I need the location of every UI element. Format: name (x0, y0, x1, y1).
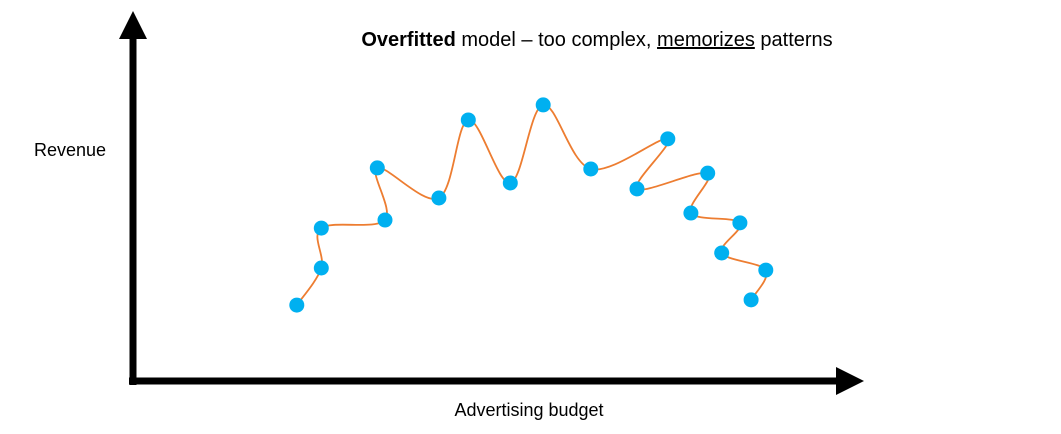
data-point (683, 205, 699, 221)
data-point (313, 260, 329, 276)
data-point (502, 175, 518, 191)
data-point (313, 220, 329, 236)
data-point (369, 160, 385, 176)
data-point (377, 212, 393, 228)
title-text: model – too complex, (456, 29, 657, 51)
data-point (732, 215, 748, 231)
y-axis-label: Revenue (34, 140, 106, 160)
title-text: patterns (755, 29, 833, 51)
data-point (714, 245, 730, 261)
data-point (700, 165, 716, 181)
data-point (431, 190, 447, 206)
data-point (289, 297, 305, 313)
x-axis-label: Advertising budget (454, 400, 603, 420)
fit-curve (296, 104, 768, 306)
chart-title: Overfitted model – too complex, memorize… (361, 29, 832, 51)
title-bold: Overfitted (361, 29, 455, 51)
data-point (535, 97, 551, 113)
data-point (583, 161, 599, 177)
data-point (743, 292, 759, 308)
title-underline: memorizes (657, 29, 755, 51)
data-point (660, 131, 676, 147)
data-point (758, 262, 774, 278)
data-point (460, 112, 476, 128)
data-point (629, 181, 645, 197)
